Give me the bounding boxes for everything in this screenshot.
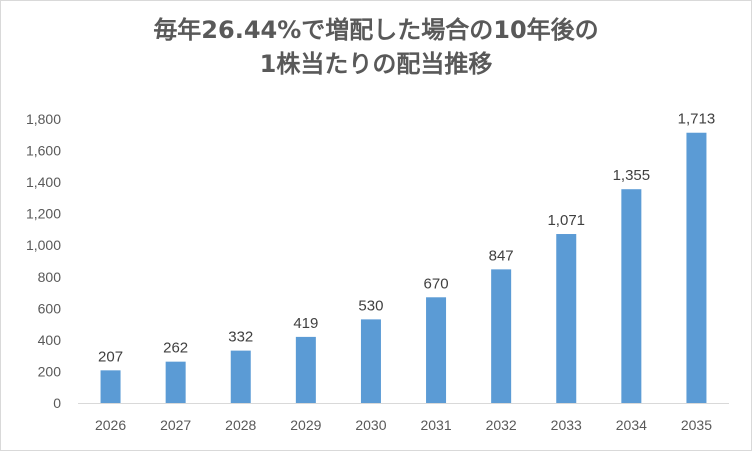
data-label-2035: 1,713 bbox=[678, 111, 716, 128]
data-label-2028: 332 bbox=[228, 329, 253, 346]
y-tick-label: 0 bbox=[53, 395, 61, 411]
data-label-2031: 670 bbox=[424, 275, 449, 292]
x-tick-label-2029: 2029 bbox=[290, 417, 321, 433]
x-tick-label-2033: 2033 bbox=[551, 417, 582, 433]
bar-2031 bbox=[426, 297, 447, 403]
x-tick-label-2031: 2031 bbox=[420, 417, 451, 433]
chart-title: 毎年26.44%で増配した場合の10年後の 1株当たりの配当推移 bbox=[1, 13, 751, 81]
y-tick-label: 200 bbox=[38, 363, 62, 379]
y-tick-label: 400 bbox=[38, 332, 62, 348]
bar-2026 bbox=[100, 370, 121, 403]
data-label-2029: 419 bbox=[293, 315, 318, 332]
x-tick-label-2032: 2032 bbox=[486, 417, 517, 433]
chart-title-line-1: 毎年26.44%で増配した場合の10年後の bbox=[153, 16, 599, 44]
chart-title-line-2: 1株当たりの配当推移 bbox=[259, 50, 493, 78]
bar-2032 bbox=[491, 269, 512, 403]
bar-2034 bbox=[621, 189, 642, 403]
y-tick-label: 800 bbox=[38, 269, 62, 285]
x-tick-label-2026: 2026 bbox=[95, 417, 126, 433]
x-tick-label-2027: 2027 bbox=[160, 417, 191, 433]
data-label-2026: 207 bbox=[98, 348, 123, 365]
data-label-2032: 847 bbox=[489, 247, 514, 264]
x-tick-label-2034: 2034 bbox=[616, 417, 647, 433]
y-tick-label: 1,800 bbox=[26, 111, 61, 127]
data-label-2030: 530 bbox=[358, 297, 383, 314]
x-tick-label-2035: 2035 bbox=[681, 417, 712, 433]
data-label-2027: 262 bbox=[163, 340, 188, 357]
bar-2029 bbox=[295, 336, 316, 403]
bar-2033 bbox=[556, 234, 577, 403]
bar-2027 bbox=[165, 361, 186, 403]
data-label-2034: 1,355 bbox=[613, 167, 651, 184]
y-tick-label: 1,000 bbox=[26, 237, 61, 253]
x-tick-label-2028: 2028 bbox=[225, 417, 256, 433]
bar-2030 bbox=[360, 319, 381, 403]
bar-2035 bbox=[686, 132, 707, 403]
y-tick-label: 600 bbox=[38, 300, 62, 316]
y-tick-label: 1,600 bbox=[26, 143, 61, 159]
bar-2028 bbox=[230, 350, 251, 403]
data-label-2033: 1,071 bbox=[547, 212, 585, 229]
y-tick-label: 1,400 bbox=[26, 174, 61, 190]
x-tick-label-2030: 2030 bbox=[355, 417, 386, 433]
y-tick-label: 1,200 bbox=[26, 206, 61, 222]
